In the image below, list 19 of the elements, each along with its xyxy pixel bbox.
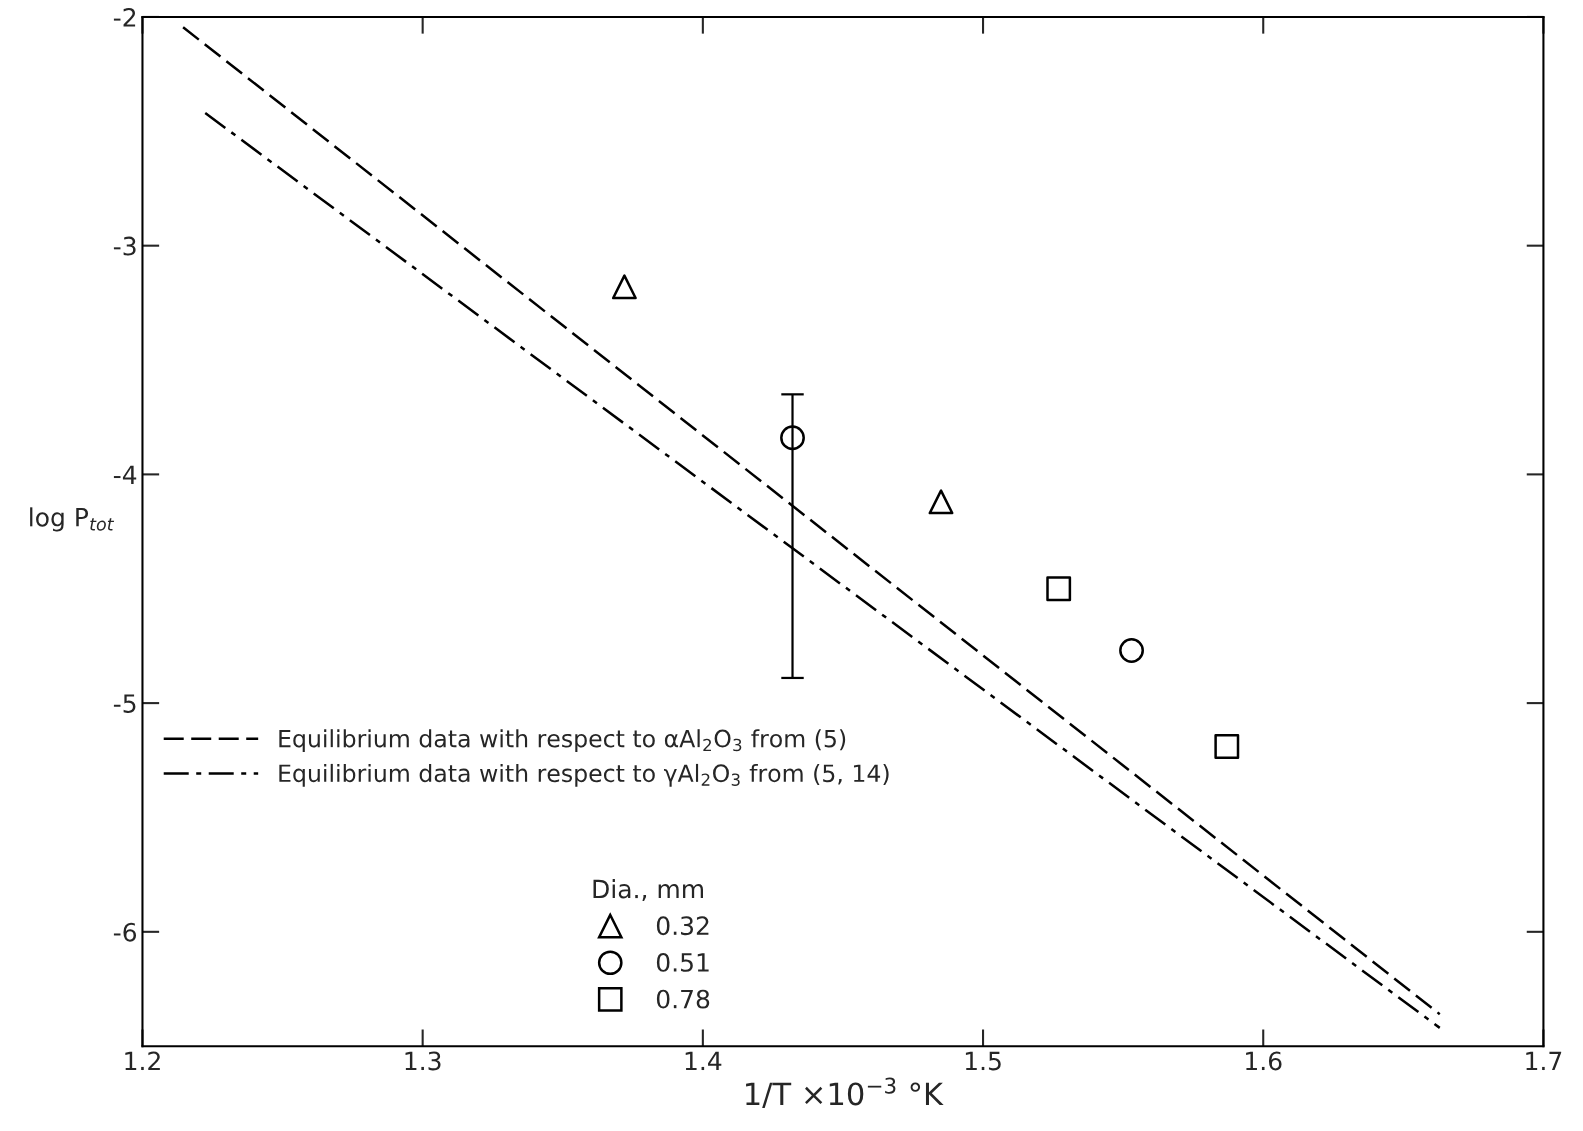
legend-label: Equilibrium data with respect to αAl$_{2}$O$_{3}$ from (5) — [279, 729, 846, 753]
x-tick-label: 1.3 — [405, 1051, 441, 1071]
legend-label: 0.51 — [656, 952, 709, 972]
y-tick-label: -5 — [113, 694, 136, 713]
y-tick-label: -3 — [113, 236, 136, 256]
y-tick-label: -4 — [113, 465, 137, 484]
y-tick-label: -2 — [113, 7, 136, 27]
x-tick-label: 1.7 — [1526, 1051, 1562, 1071]
x-axis-title: 1/T ×10$^{−3}$ °K — [746, 1077, 944, 1108]
legend-label: Equilibrium data with respect to γAl$_{2}$O$_{3}$ from (5, 14) — [279, 763, 889, 787]
x-tick-label: 1.4 — [685, 1051, 722, 1071]
legend-label: 0.78 — [656, 989, 710, 1009]
legend-title: Dia., mm — [593, 879, 703, 901]
y-axis-title: log P$_{tot}$ — [30, 507, 115, 532]
x-tick-label: 1.6 — [1246, 1051, 1282, 1071]
y-tick-label: -6 — [113, 922, 137, 942]
legend-label: 0.32 — [656, 916, 709, 936]
x-tick-label: 1.2 — [125, 1051, 160, 1071]
x-tick-label: 1.5 — [965, 1051, 1001, 1071]
